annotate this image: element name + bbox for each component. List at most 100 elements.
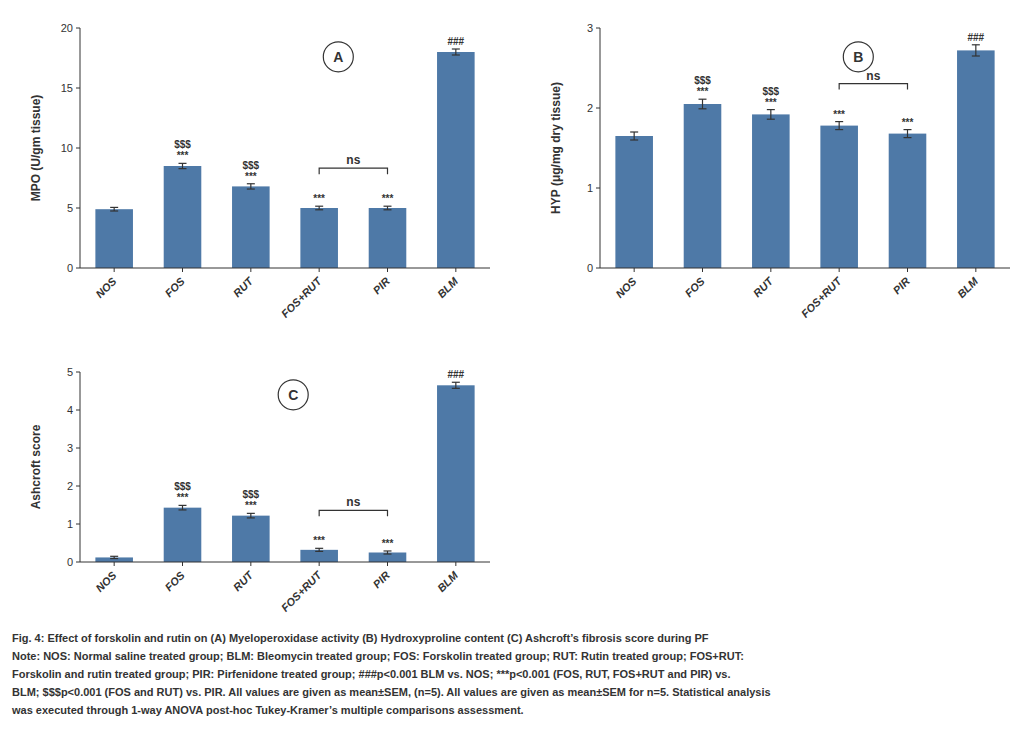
- error-bar: [110, 207, 118, 211]
- y-tick: [596, 28, 600, 29]
- error-bar-cap: [179, 163, 187, 164]
- x-axis-line: [80, 562, 490, 563]
- marks: [615, 45, 994, 268]
- y-tick-label: 20: [61, 22, 73, 34]
- x-tick: [182, 268, 183, 272]
- x-tick: [319, 268, 320, 272]
- error-bar-cap: [179, 509, 187, 510]
- ns-bracket: [319, 510, 387, 516]
- error-bar: [452, 49, 460, 55]
- error-bar: [179, 163, 187, 168]
- error-bar-cap: [247, 517, 255, 518]
- y-tick: [76, 148, 80, 149]
- error-bar: [835, 122, 843, 130]
- x-tick-label: FOS: [162, 274, 187, 299]
- x-tick-label: FOS+RUT: [279, 274, 325, 320]
- y-tick: [76, 268, 80, 269]
- y-tick-label: 2: [67, 480, 73, 492]
- x-tick: [702, 268, 703, 272]
- annotation: ***: [382, 538, 394, 549]
- x-tick: [770, 268, 771, 272]
- error-bar: [179, 505, 187, 510]
- y-tick: [596, 108, 600, 109]
- annotation: ***: [245, 500, 257, 511]
- bar: [369, 553, 407, 563]
- bar: [164, 166, 202, 268]
- bar: [615, 136, 653, 268]
- x-tick-label: NOS: [93, 274, 119, 300]
- bar: [95, 209, 133, 268]
- y-tick: [76, 486, 80, 487]
- error-bar-stem: [770, 110, 771, 120]
- y-axis-label: Ashcroft score: [29, 424, 43, 509]
- error-bar: [452, 382, 460, 388]
- bar: [437, 52, 475, 268]
- error-bar: [315, 206, 323, 210]
- error-bar-cap: [904, 129, 912, 130]
- error-bar-cap: [452, 388, 460, 389]
- y-tick: [76, 28, 80, 29]
- y-tick-label: 3: [587, 22, 593, 34]
- error-bar-cap: [110, 210, 118, 211]
- x-tick: [182, 562, 183, 566]
- bar: [369, 208, 407, 268]
- error-bar-stem: [182, 505, 183, 510]
- bar: [752, 114, 790, 268]
- error-bar-cap: [699, 108, 707, 109]
- error-bar-cap: [452, 382, 460, 383]
- x-tick-label: RUT: [231, 274, 256, 299]
- error-bar-cap: [110, 207, 118, 208]
- error-bar: [110, 556, 118, 558]
- error-bar-stem: [455, 382, 456, 388]
- error-bar: [247, 184, 255, 189]
- annotation: ns: [346, 495, 360, 509]
- annotation: ***: [177, 150, 189, 161]
- annotation: ns: [346, 153, 360, 167]
- x-tick: [250, 562, 251, 566]
- error-bar-cap: [767, 119, 775, 120]
- y-tick: [76, 88, 80, 89]
- error-bar-stem: [182, 163, 183, 168]
- error-bar-cap: [452, 54, 460, 55]
- x-tick-label: NOS: [613, 274, 639, 300]
- error-bar-cap: [247, 188, 255, 189]
- marks: [95, 49, 474, 268]
- x-tick-label: FOS+RUT: [279, 568, 325, 614]
- y-tick: [76, 410, 80, 411]
- y-tick: [76, 208, 80, 209]
- error-bar-cap: [247, 513, 255, 514]
- x-tick: [387, 562, 388, 566]
- panel-label: C: [288, 387, 298, 403]
- x-tick: [114, 268, 115, 272]
- annotation: ***: [382, 193, 394, 204]
- x-tick: [114, 562, 115, 566]
- caption-line: was executed through 1-way ANOVA post-ho…: [11, 704, 524, 716]
- error-bar-cap: [384, 553, 392, 554]
- error-bar: [384, 551, 392, 554]
- error-bar-stem: [975, 45, 976, 56]
- error-bar-cap: [972, 44, 980, 45]
- panel: 05101520MPO (U/gm tissue)NOSFOSRUTFOS+RU…: [29, 22, 490, 320]
- caption-line: BLM; $$$p<0.001 (FOS and RUT) vs. PIR. A…: [12, 686, 771, 698]
- y-tick-label: 1: [587, 182, 593, 194]
- y-tick: [596, 268, 600, 269]
- error-bar: [904, 130, 912, 138]
- error-bar-cap: [247, 183, 255, 184]
- annotation: $$$: [242, 160, 259, 171]
- x-tick-label: FOS: [682, 274, 707, 299]
- annotation: $$$: [762, 86, 779, 97]
- error-bar-cap: [315, 548, 323, 549]
- y-tick-label: 2: [587, 102, 593, 114]
- x-axis-line: [80, 268, 490, 269]
- error-bar-cap: [699, 99, 707, 100]
- bar: [820, 126, 858, 268]
- x-tick-label: PIR: [370, 275, 391, 296]
- figure: 05101520MPO (U/gm tissue)NOSFOSRUTFOS+RU…: [0, 0, 1033, 739]
- error-bar-cap: [835, 121, 843, 122]
- panel-label: B: [853, 49, 863, 65]
- error-bar-stem: [634, 132, 635, 140]
- error-bar-stem: [907, 130, 908, 138]
- background: [0, 0, 1033, 739]
- caption: Fig. 4: Effect of forskolin and rutin on…: [11, 632, 771, 716]
- annotation: ***: [313, 535, 325, 546]
